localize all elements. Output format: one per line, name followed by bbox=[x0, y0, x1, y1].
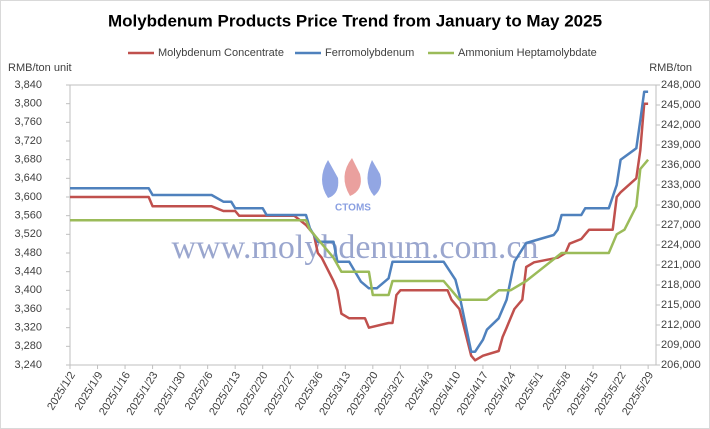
y2-tick-label: 245,000 bbox=[661, 99, 701, 111]
y2-tick-label: 239,000 bbox=[661, 139, 701, 151]
series-line bbox=[70, 90, 649, 353]
y-tick-label: 3,640 bbox=[14, 172, 42, 184]
watermark: www.molybdenum.com.cn bbox=[171, 229, 538, 266]
y2-tick-label: 221,000 bbox=[661, 259, 701, 271]
y-tick-label: 3,280 bbox=[14, 340, 42, 352]
y2-tick-label: 248,000 bbox=[661, 79, 701, 91]
y2-tick-label: 209,000 bbox=[661, 339, 701, 351]
y-axis-title: RMB/ton unit bbox=[8, 62, 72, 74]
y-tick-label: 3,600 bbox=[14, 191, 42, 203]
y2-tick-label: 224,000 bbox=[661, 239, 701, 251]
y2-tick-label: 227,000 bbox=[661, 219, 701, 231]
y2-tick-label: 206,000 bbox=[661, 359, 701, 371]
legend-label: Ammonium Heptamolybdate bbox=[458, 47, 597, 59]
legend-label: Ferromolybdenum bbox=[325, 47, 414, 59]
y-tick-label: 3,400 bbox=[14, 284, 42, 296]
y2-tick-label: 236,000 bbox=[661, 159, 701, 171]
y2-tick-label: 215,000 bbox=[661, 299, 701, 311]
logo-text: CTOMS bbox=[335, 203, 371, 214]
y2-tick-label: 242,000 bbox=[661, 119, 701, 131]
y-tick-label: 3,680 bbox=[14, 154, 42, 166]
y-tick-label: 3,560 bbox=[14, 210, 42, 222]
y-tick-label: 3,720 bbox=[14, 135, 42, 147]
y2-axis-title: RMB/ton bbox=[649, 62, 692, 74]
y-tick-label: 3,240 bbox=[14, 359, 42, 371]
y-tick-label: 3,480 bbox=[14, 247, 42, 259]
y-tick-label: 3,520 bbox=[14, 228, 42, 240]
y-tick-label: 3,800 bbox=[14, 98, 42, 110]
y2-tick-label: 230,000 bbox=[661, 199, 701, 211]
logo bbox=[322, 158, 382, 198]
y-tick-label: 3,360 bbox=[14, 303, 42, 315]
y-tick-label: 3,440 bbox=[14, 266, 42, 278]
series-line bbox=[70, 158, 650, 301]
y-tick-label: 3,840 bbox=[14, 79, 42, 91]
y2-tick-label: 218,000 bbox=[661, 279, 701, 291]
y-tick-label: 3,760 bbox=[14, 116, 42, 128]
y2-tick-label: 212,000 bbox=[661, 319, 701, 331]
legend-label: Molybdenum Concentrate bbox=[158, 47, 284, 59]
y-tick-label: 3,320 bbox=[14, 322, 42, 334]
y2-tick-label: 233,000 bbox=[661, 179, 701, 191]
chart-title: Molybdenum Products Price Trend from Jan… bbox=[108, 11, 602, 30]
